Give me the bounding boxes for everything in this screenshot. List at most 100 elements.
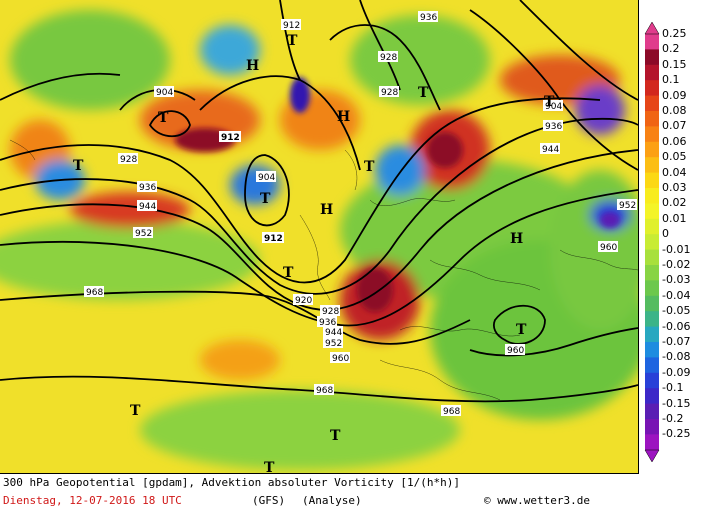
- contour-label: 952: [619, 201, 636, 211]
- legend-label: 0.01: [662, 211, 687, 225]
- model-name: (GFS): [252, 494, 286, 507]
- legend-swatch: [645, 218, 659, 235]
- legend-label: 0.1: [662, 73, 680, 87]
- legend-label: 0.07: [662, 119, 687, 133]
- legend-swatch: [645, 249, 659, 266]
- contour-label: 944: [325, 328, 342, 338]
- contour-label: 928: [322, 307, 339, 317]
- legend-label: -0.03: [662, 273, 691, 287]
- contour-label: 912: [221, 133, 240, 143]
- legend-label: -0.1: [662, 381, 684, 395]
- legend-swatch: [645, 342, 659, 358]
- low-pressure-marker: T: [364, 159, 375, 175]
- high-pressure-marker: H: [337, 109, 350, 125]
- legend-swatch: [645, 95, 659, 112]
- legend-label: 0.08: [662, 104, 687, 117]
- contour-labels: 912 904 912 936 928 928 936 904 928 936 …: [84, 11, 637, 417]
- legend-swatch: [645, 357, 659, 374]
- low-pressure-marker: T: [283, 265, 294, 281]
- legend-swatch: [645, 126, 659, 143]
- contour-label: 960: [507, 346, 524, 356]
- legend-label: -0.07: [662, 335, 691, 348]
- low-pressure-marker: T: [516, 322, 527, 338]
- legend-label: -0.05: [662, 304, 691, 318]
- contour-label: 912: [264, 234, 283, 244]
- low-pressure-marker: T: [73, 158, 84, 174]
- contour-label: 944: [542, 145, 559, 155]
- contour-label: 936: [420, 13, 437, 23]
- legend-label: -0.01: [662, 242, 691, 256]
- contour-label: 952: [135, 229, 152, 239]
- low-pressure-marker: T: [544, 94, 555, 110]
- contour-label: 904: [258, 173, 275, 183]
- legend-swatch: [645, 419, 659, 435]
- legend-swatch: [645, 311, 659, 328]
- color-scale-legend: 0.25 0.2 0.15 0.1 0.09 0.08 0.07 0.06 0.05 0.04 0.…: [642, 22, 704, 463]
- legend-label: -0.06: [662, 319, 691, 333]
- legend-swatch: [645, 64, 659, 81]
- legend-label: 0.03: [662, 181, 687, 194]
- contour-label: 928: [120, 155, 137, 165]
- low-pressure-marker: T: [260, 191, 271, 207]
- legend-swatch: [645, 372, 659, 389]
- map-footer: 300 hPa Geopotential [gpdam], Advektion …: [0, 474, 638, 513]
- legend-swatch: [645, 172, 659, 189]
- legend-label: 0.02: [662, 196, 687, 210]
- legend-label: -0.08: [662, 350, 691, 364]
- legend-label: -0.25: [662, 427, 691, 441]
- copyright-link[interactable]: © www.wetter3.de: [484, 494, 590, 507]
- legend-label: 0.25: [662, 27, 687, 40]
- legend-label: -0.15: [662, 396, 691, 410]
- low-pressure-marker: T: [330, 428, 341, 444]
- contour-label: 936: [139, 183, 156, 193]
- legend-label: 0.06: [662, 134, 687, 148]
- legend-swatch: [645, 434, 659, 451]
- legend-swatch: [645, 111, 659, 127]
- pressure-centers: H T T H T T T H T T H T T T T T: [73, 33, 555, 473]
- legend-swatch: [645, 388, 659, 405]
- low-pressure-marker: T: [158, 110, 169, 126]
- legend-label: 0: [662, 227, 669, 241]
- legend-swatch: [645, 34, 659, 50]
- legend-label: 0.09: [662, 88, 687, 102]
- high-pressure-marker: H: [510, 231, 523, 247]
- legend-label: -0.04: [662, 288, 691, 302]
- contour-label: 944: [139, 202, 156, 212]
- contour-label: 952: [325, 339, 342, 349]
- contour-label: 912: [283, 21, 300, 31]
- legend-swatch: [645, 157, 659, 174]
- legend-swatch: [645, 295, 659, 312]
- low-pressure-marker: T: [264, 460, 275, 473]
- legend-swatch: [645, 326, 659, 343]
- map-title: 300 hPa Geopotential [gpdam], Advektion …: [3, 476, 460, 489]
- legend-swatch: [645, 141, 659, 158]
- contour-label: 968: [316, 386, 333, 396]
- legend-label: -0.2: [662, 412, 684, 425]
- legend-swatch: [645, 203, 659, 220]
- contour-label: 968: [86, 288, 103, 298]
- legend-label: 0.05: [662, 150, 687, 164]
- contour-label: 968: [443, 407, 460, 417]
- legend-swatch: [645, 403, 659, 420]
- legend-swatch: [645, 80, 659, 97]
- contour-label: 904: [156, 88, 173, 98]
- high-pressure-marker: H: [246, 58, 259, 74]
- contour-label: 960: [332, 354, 349, 364]
- contour-label: 960: [600, 243, 617, 253]
- low-pressure-marker: T: [130, 403, 141, 419]
- legend-swatch: [645, 265, 659, 281]
- legend-swatch: [645, 234, 659, 251]
- contour-label: 904: [545, 102, 562, 112]
- contour-label: 928: [380, 53, 397, 63]
- legend-swatch: [645, 188, 659, 204]
- legend-swatch: [645, 280, 659, 297]
- legend-label: -0.02: [662, 258, 691, 271]
- vorticity-field: 912 904 912 936 928 928 936 904 928 936 …: [0, 0, 638, 473]
- contour-label: 920: [295, 296, 312, 306]
- contour-label: 936: [545, 122, 562, 132]
- legend-label: 0.15: [662, 57, 687, 71]
- legend-swatch: [645, 49, 659, 66]
- low-pressure-marker: T: [287, 33, 298, 49]
- contour-label: 936: [319, 318, 336, 328]
- legend-label: -0.09: [662, 365, 691, 379]
